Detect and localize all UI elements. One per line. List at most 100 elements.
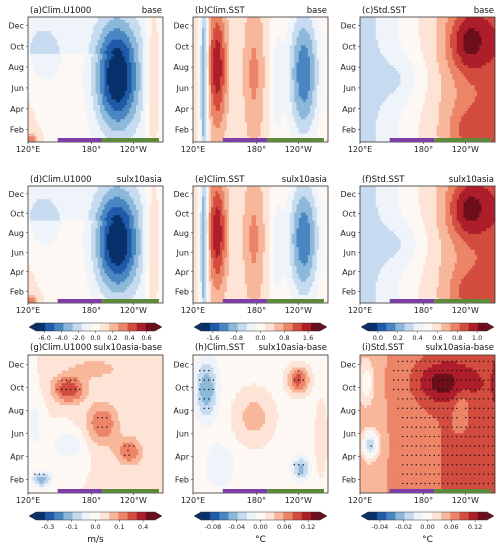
x-tick-label: 120°E — [16, 496, 40, 505]
region-bar-green — [267, 299, 324, 303]
y-tick-label: Jun — [343, 248, 357, 257]
colorbar-tick-label: 0.12 — [468, 523, 482, 531]
region-bar-purple — [57, 489, 103, 493]
colorbar-tick-label: 0.2 — [107, 334, 117, 342]
colorbar-tick-label: 0.00 — [253, 523, 267, 531]
panel-layer: (a)Clim.U1000 base Dec Oct Aug Jun Apr Feb 120°E… — [8, 6, 496, 505]
contour-field — [360, 355, 495, 493]
panel-title: (e)Clim.SST — [195, 175, 245, 185]
x-tick-label: 180° — [247, 496, 266, 505]
y-tick-label: Aug — [173, 229, 189, 238]
y-tick-label: Apr — [175, 268, 190, 277]
y-tick-label: Jun — [11, 84, 25, 93]
y-tick-label: Feb — [342, 287, 356, 296]
colorbar-tick-label: 0.2 — [393, 334, 403, 342]
colorbar-unit: °C — [255, 535, 266, 545]
y-tick-label: Jun — [343, 430, 357, 439]
colorbar-tick-label: -0.02 — [395, 523, 412, 531]
y-tick-label: Oct — [10, 384, 24, 393]
y-tick-label: Aug — [8, 407, 24, 416]
x-tick-label: 120°W — [120, 145, 147, 154]
y-tick-label: Dec — [341, 190, 356, 199]
y-tick-label: Aug — [173, 63, 189, 72]
y-tick-label: Dec — [174, 21, 189, 30]
x-tick-label: 120°W — [452, 496, 479, 505]
region-bar-green — [102, 299, 159, 303]
panel-8: (h)Clim.SST sulx10asia-base Dec Oct Aug Jun Ap… — [173, 343, 329, 505]
y-tick-label: Oct — [342, 42, 356, 51]
y-tick-label: Apr — [10, 453, 25, 462]
colorbar-tick-label: 0.0 — [255, 334, 265, 342]
y-tick-label: Dec — [9, 361, 24, 370]
colorbar-1: -6.0 -4.0 -2.0 0.0 0.2 0.4 0.6 — [28, 322, 163, 342]
panel-title: (d)Clim.U1000 — [30, 175, 92, 185]
x-tick-label: 120°E — [181, 306, 205, 315]
contour-field — [28, 186, 163, 303]
region-bar-purple — [57, 138, 103, 142]
colorbar-tick-label: -0.08 — [204, 523, 221, 531]
colorbar-tick-label: 0.4 — [138, 523, 148, 531]
panel-title: (b)Clim.SST — [195, 6, 245, 16]
panel-run: sulx10asia-base — [425, 343, 494, 353]
region-bar-purple — [389, 299, 435, 303]
panel-run: sulx10asia — [449, 175, 494, 185]
panel-3: (c)Std.SST base Dec Oct Aug Jun Apr Feb 120°E 180… — [340, 6, 496, 154]
colorbar-tick-label: 0.1 — [114, 523, 124, 531]
region-bar-purple — [222, 299, 268, 303]
x-tick-label: 120°E — [348, 306, 372, 315]
panel-title: (f)Std.SST — [362, 175, 405, 185]
y-tick-label: Aug — [340, 407, 356, 416]
panel-title: (i)Std.SST — [362, 343, 405, 353]
x-tick-label: 120°W — [120, 306, 147, 315]
contour-field — [360, 186, 495, 303]
colorbar-6: -0.04 -0.02 0.00 0.06 0.12 °C — [360, 511, 495, 545]
y-tick-label: Aug — [340, 229, 356, 238]
panel-run: base — [474, 6, 494, 16]
panel-run: sulx10asia — [282, 175, 327, 185]
colorbar-tick-label: -1.6 — [207, 334, 220, 342]
x-tick-label: 120°W — [285, 306, 312, 315]
y-tick-label: Feb — [342, 476, 356, 485]
y-tick-label: Dec — [341, 21, 356, 30]
panel-run: sulx10asia-base — [258, 343, 327, 353]
y-tick-label: Oct — [10, 209, 24, 218]
x-tick-label: 120°E — [181, 496, 205, 505]
region-bar-green — [102, 138, 159, 142]
y-tick-label: Dec — [9, 190, 24, 199]
panel-6: (f)Std.SST sulx10asia Dec Oct Aug Jun Apr Feb 12… — [340, 175, 496, 315]
colorbar-layer: -6.0 -4.0 -2.0 0.0 0.2 0.4 0.6 -1.6 -0.8 0.0 0.8 1.… — [28, 322, 495, 545]
region-bar-green — [434, 138, 491, 142]
colorbar-tick-label: 0.12 — [301, 523, 315, 531]
x-tick-label: 180° — [82, 306, 101, 315]
colorbar-tick-label: 0.4 — [124, 334, 134, 342]
y-tick-label: Apr — [342, 268, 357, 277]
region-bar-purple — [389, 489, 435, 493]
x-tick-label: 120°E — [16, 306, 40, 315]
y-tick-label: Oct — [175, 42, 189, 51]
y-tick-label: Apr — [342, 105, 357, 114]
y-tick-label: Aug — [8, 63, 24, 72]
x-tick-label: 180° — [414, 145, 433, 154]
y-tick-label: Oct — [175, 209, 189, 218]
x-tick-label: 120°E — [348, 145, 372, 154]
colorbar-tick-label: 0.8 — [279, 334, 289, 342]
y-tick-label: Feb — [175, 287, 189, 296]
region-bar-purple — [389, 138, 435, 142]
colorbar-unit: m/s — [87, 535, 104, 545]
y-tick-label: Jun — [176, 84, 190, 93]
region-bar-green — [267, 138, 324, 142]
colorbar-tick-label: 0.06 — [444, 523, 458, 531]
panel-run: sulx10asia — [117, 175, 162, 185]
y-tick-label: Oct — [342, 384, 356, 393]
y-tick-label: Feb — [10, 126, 24, 135]
colorbar-tick-label: -0.3 — [42, 523, 55, 531]
y-tick-label: Aug — [8, 229, 24, 238]
y-tick-label: Apr — [342, 453, 357, 462]
panel-title: (a)Clim.U1000 — [30, 6, 91, 16]
contour-field — [193, 186, 328, 303]
colorbar-tick-label: -6.0 — [38, 334, 51, 342]
panel-title: (c)Std.SST — [362, 6, 407, 16]
colorbar-3: 0.0 0.2 0.4 0.6 0.8 1.0 — [360, 322, 495, 342]
y-tick-label: Jun — [176, 430, 190, 439]
